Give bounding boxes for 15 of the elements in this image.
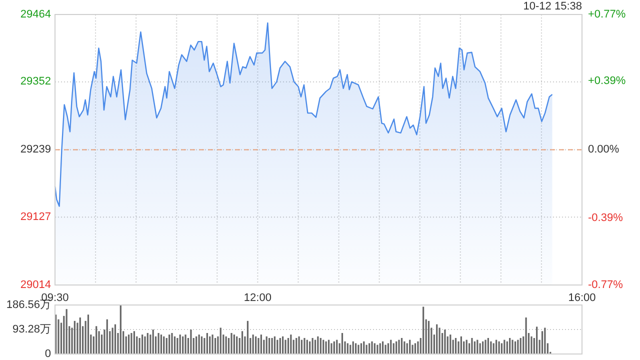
y2-tick-label: +0.39% <box>588 75 626 88</box>
x-tick-label: 16:00 <box>568 292 596 304</box>
y2-tick-label: -0.77% <box>588 278 624 291</box>
y2-tick-label: -0.39% <box>588 212 624 224</box>
y2-tick-label: 0.00% <box>588 144 620 156</box>
y-tick-label: 29464 <box>20 8 51 20</box>
y-tick-label: 29352 <box>20 76 51 88</box>
y-tick-label: 0 <box>44 348 51 360</box>
y-tick-label: 93.28万 <box>12 323 51 336</box>
y-tick-label: 29127 <box>20 210 51 223</box>
x-tick-label: 12:00 <box>244 292 272 304</box>
y2-tick-label: +0.77% <box>588 8 626 20</box>
y-tick-label: 29014 <box>20 278 51 291</box>
text: 10-12 15:38 <box>523 0 582 12</box>
y-tick-label: 29239 <box>20 144 51 156</box>
